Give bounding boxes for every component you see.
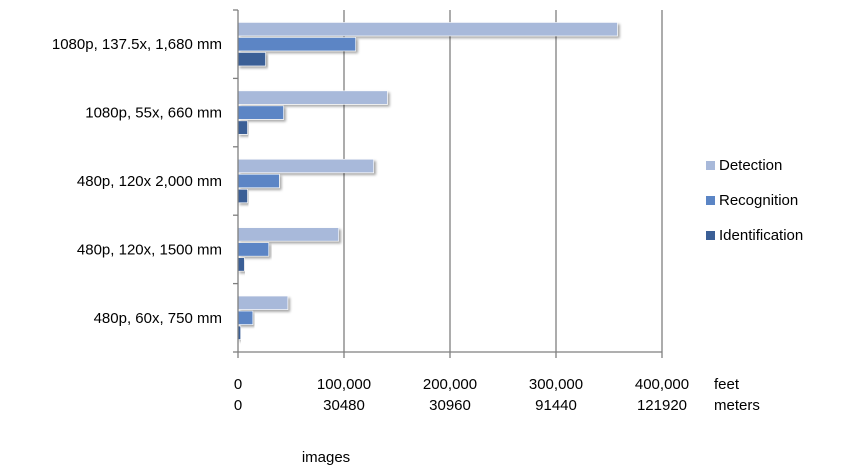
x-tick-label-meters: 0 [234,397,242,414]
legend-label-detection: Detection [719,157,782,174]
legend-label-identification: Identification [719,227,803,244]
legend-label-recognition: Recognition [719,192,798,209]
category-label: 1080p, 55x, 660 mm [85,105,222,122]
x-tick-label-feet: 400,000 [635,376,689,393]
bar-detection [237,295,289,310]
bar-detection [237,158,374,174]
bar-recognition [237,173,280,189]
x-tick-label-feet: 300,000 [529,376,583,393]
unit-label-feet: feet [714,376,740,393]
x-tick-label-feet: 200,000 [423,376,477,393]
x-tick-label-meters: 91440 [535,397,577,414]
unit-label-meters: meters [714,397,760,414]
bar-recognition [237,310,254,325]
bar-detection [237,90,388,105]
bar-detection [237,22,618,37]
category-label: 1080p, 137.5x, 1,680 mm [52,36,222,53]
bar-identification [237,257,245,272]
category-label: 480p, 60x, 750 mm [94,310,222,327]
bar-recognition [237,105,284,120]
x-tick-label-meters: 30960 [429,397,471,414]
gridlines [343,10,663,352]
bar-identification [237,188,248,204]
bar-identification [237,52,266,67]
x-tick-label-feet: 100,000 [317,376,371,393]
legend: Detection Recognition Identification [706,157,803,244]
labels: 0 0 100,000 30480 200,000 30960 300,000 91440 40… [52,36,760,466]
x-tick-label-feet: 0 [234,376,242,393]
bar-recognition [237,242,270,257]
x-tick-label-meters: 121920 [637,397,687,414]
x-axis-title: images [302,449,350,466]
legend-swatch-recognition [706,196,715,205]
bars [237,22,618,340]
bar-identification [237,120,248,135]
legend-swatch-detection [706,161,715,170]
bar-recognition [237,37,356,52]
x-tick-label-meters: 30480 [323,397,365,414]
category-label: 480p, 120x, 1500 mm [77,241,222,258]
category-label: 480p, 120x 2,000 mm [77,173,222,190]
bar-detection [237,227,339,242]
legend-swatch-identification [706,231,715,240]
axes [233,9,663,358]
